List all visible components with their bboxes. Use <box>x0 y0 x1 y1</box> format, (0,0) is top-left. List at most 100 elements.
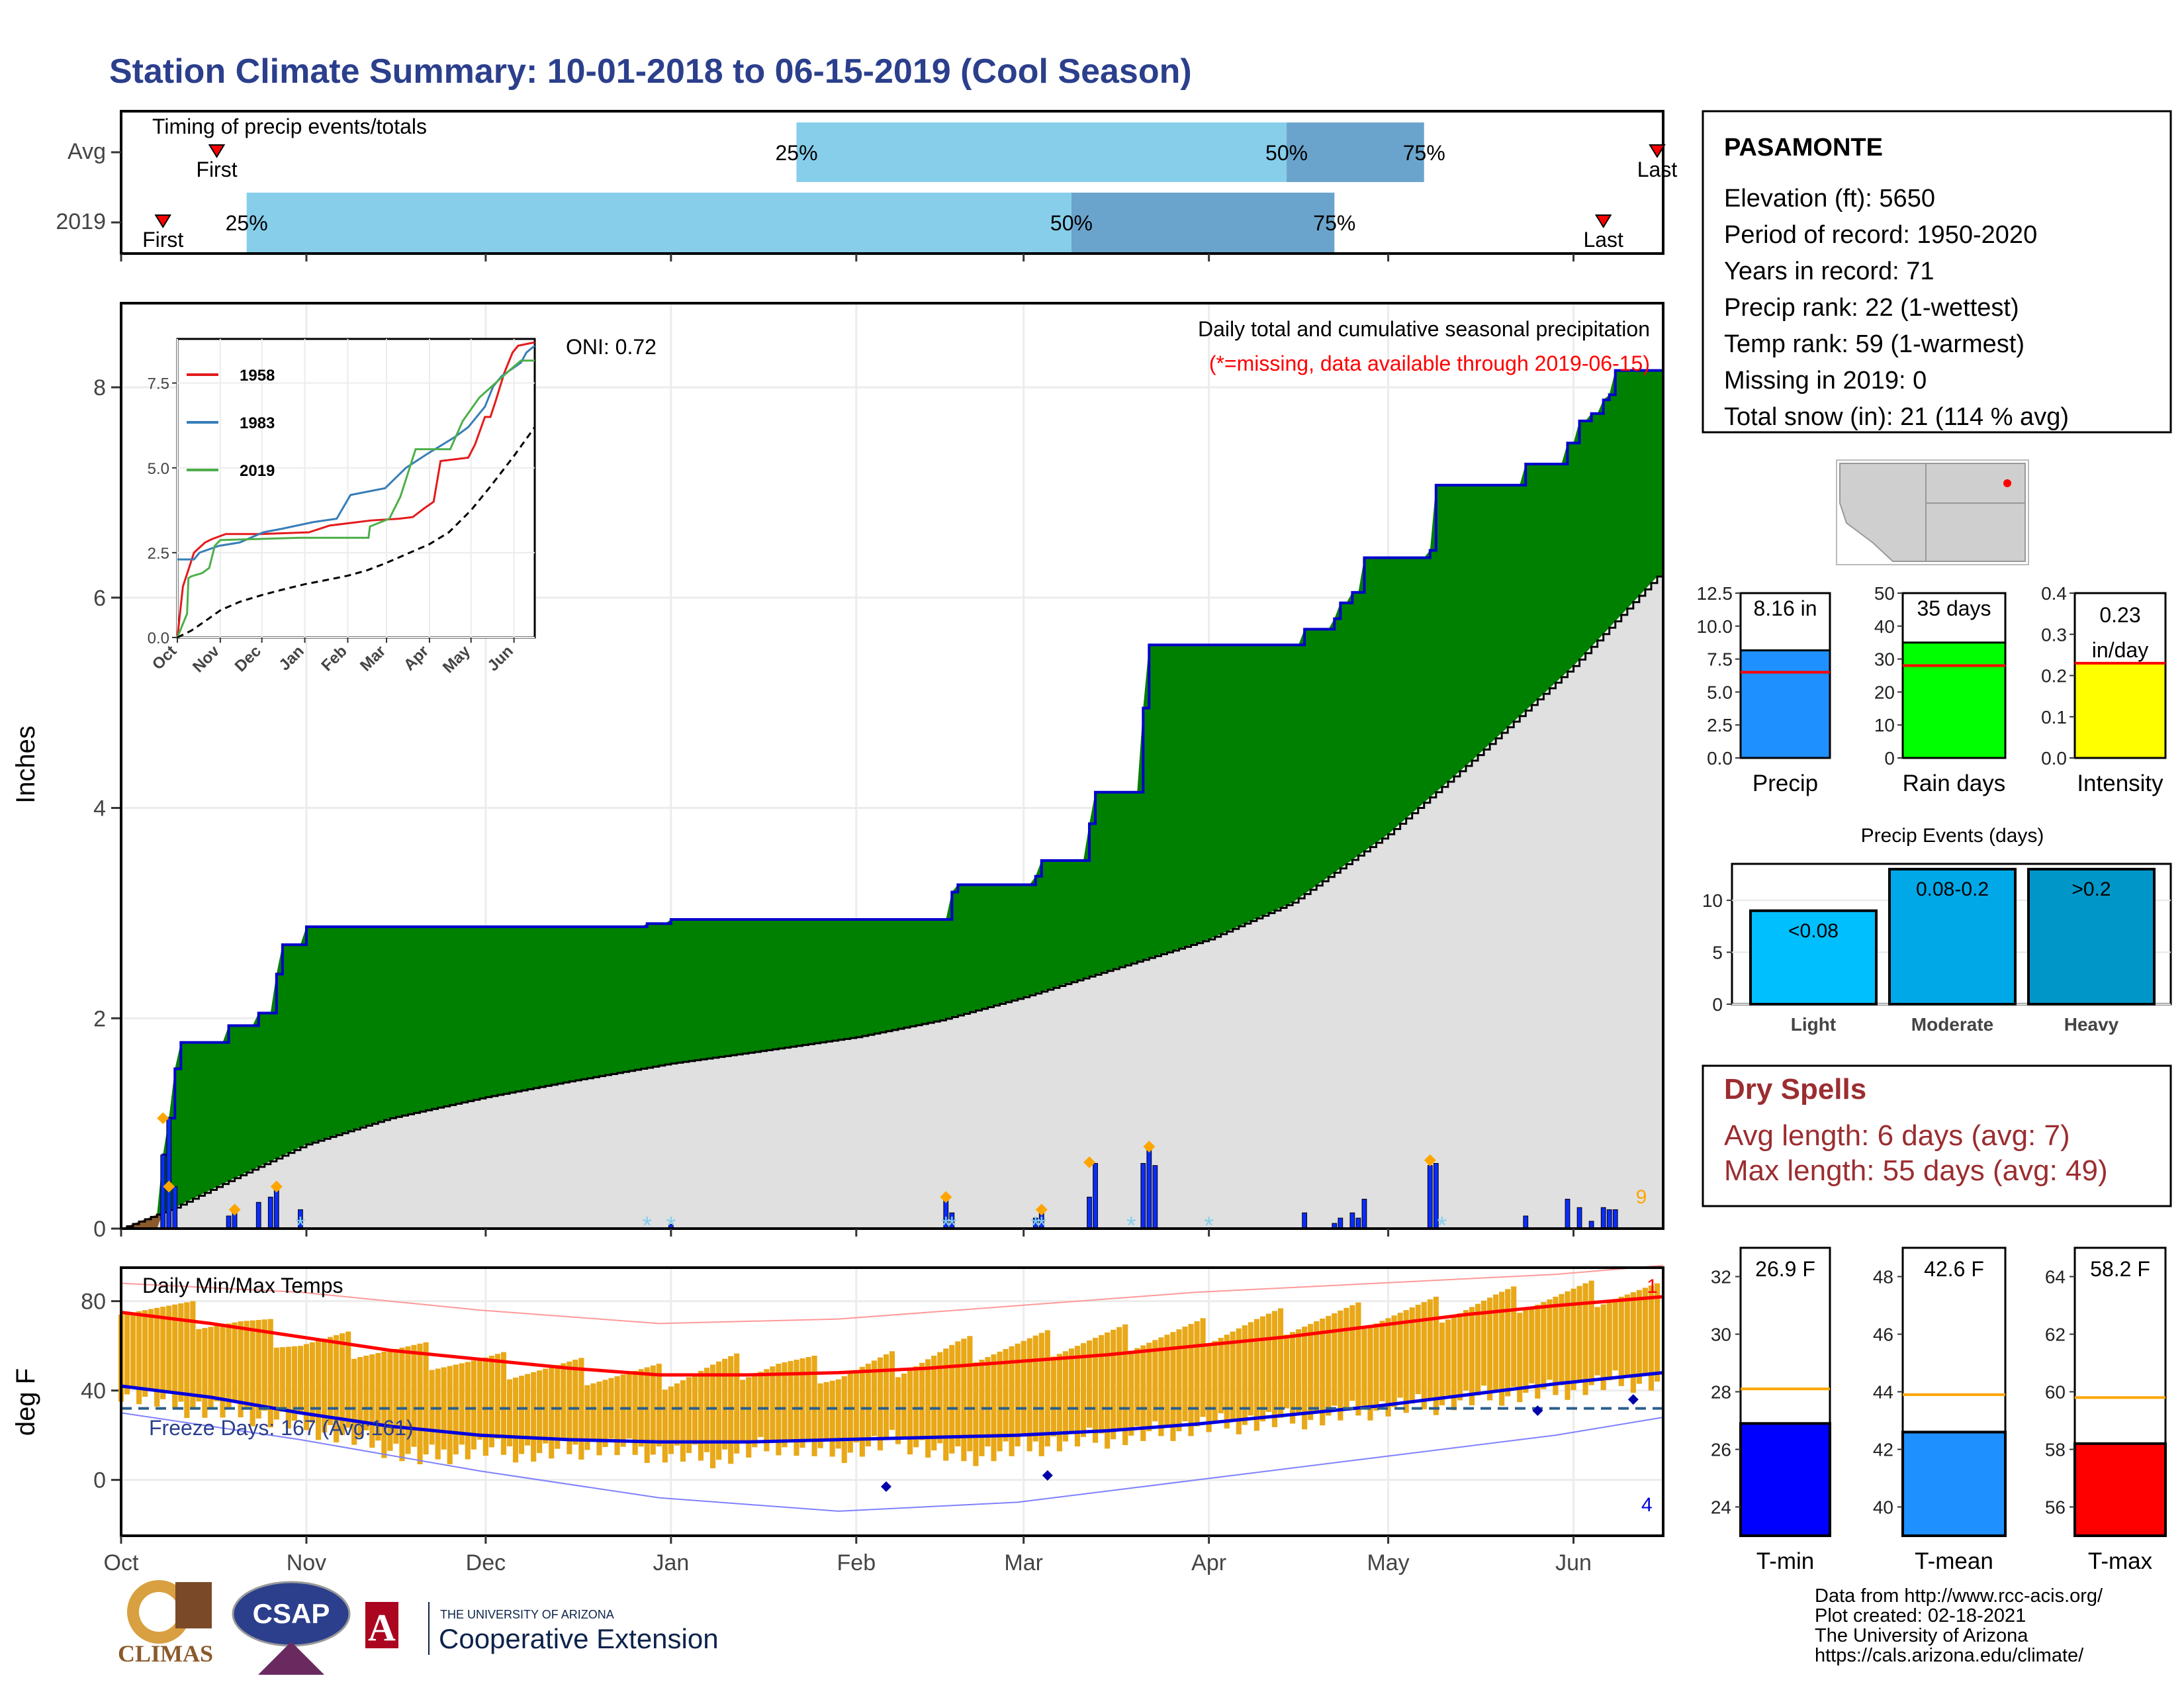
location-map <box>1836 459 2029 565</box>
daily-temp-range-bar <box>345 1331 351 1428</box>
heavy-event-marker <box>940 1191 952 1203</box>
daily-temp-range-bar <box>1062 1351 1068 1442</box>
daily-temp-range-bar <box>829 1380 835 1457</box>
precip-y-axis-label: Inches <box>11 726 40 804</box>
t-mean-category-label: T-mean <box>1915 1548 1993 1574</box>
daily-temp-range-bar <box>1044 1330 1050 1446</box>
snow-marker: * <box>666 1212 676 1240</box>
daily-temp-range-bar <box>680 1380 686 1462</box>
average-cumulative-area <box>121 577 1663 1229</box>
daily-temp-range-bar <box>369 1354 375 1448</box>
inset-series-1958 <box>176 341 535 638</box>
daily-temp-range-bar <box>291 1346 297 1421</box>
events-bar-moderate <box>1888 868 2017 1006</box>
station-location-marker <box>2003 479 2011 487</box>
daily-precip-bar <box>1606 1209 1612 1229</box>
daily-temp-range-bar <box>232 1322 238 1401</box>
daily-temp-range-bar <box>596 1382 602 1456</box>
y-tick-label: 10 <box>1874 715 1895 735</box>
daily-temp-range-bar <box>1630 1292 1636 1393</box>
station-line: Precip rank: 22 (1-wettest) <box>1724 294 2019 322</box>
y-tick-label: 7.5 <box>1707 649 1733 670</box>
daily-temp-range-bar <box>172 1304 178 1409</box>
climas-logo: CLIMAS <box>118 1580 213 1667</box>
daily-temp-range-bar <box>267 1319 273 1428</box>
daily-temp-range-bar <box>704 1368 710 1452</box>
daily-temp-range-bar <box>482 1357 488 1456</box>
daily-temp-range-bar <box>1487 1297 1493 1401</box>
snow-marker: * <box>1036 1212 1046 1240</box>
y-tick-label: 60 <box>2045 1382 2066 1403</box>
daily-temp-range-bar <box>770 1366 776 1441</box>
daily-temp-range-bar <box>626 1372 632 1439</box>
y-tick-label: 2.5 <box>1707 715 1733 735</box>
t-max-value-label: 58.2 F <box>2090 1257 2150 1281</box>
temp-record-line <box>120 1412 1664 1512</box>
daily-precip-bar <box>166 1117 172 1229</box>
station-line: Missing in 2019: 0 <box>1724 367 1927 395</box>
y-tick-label: 46 <box>1873 1325 1893 1345</box>
daily-temp-range-bar <box>782 1362 788 1448</box>
daily-temp-range-bar <box>471 1360 477 1450</box>
y-tick-label: 44 <box>1873 1382 1893 1403</box>
daily-temp-range-bar <box>1074 1346 1081 1446</box>
daily-temp-range-bar <box>261 1319 267 1411</box>
daily-temp-range-bar <box>1624 1294 1630 1378</box>
daily-temp-range-bar <box>1320 1318 1326 1426</box>
daily-temp-range-bar <box>1654 1283 1661 1382</box>
daily-temp-range-bar <box>1618 1296 1624 1386</box>
y-tick-label: 0 <box>93 1217 106 1242</box>
precip-total-category-label: Precip <box>1752 771 1818 796</box>
month-axis: Oct Nov Dec Jan Feb Mar Apr May Jun <box>104 254 1592 1575</box>
daily-temp-range-bar <box>734 1353 740 1454</box>
daily-temp-range-bar <box>441 1367 447 1450</box>
inset-legend-label: 2019 <box>240 462 275 480</box>
y-tick-label: 0 <box>1884 748 1895 769</box>
snow-marker: * <box>1126 1212 1136 1240</box>
events-category-label: Light <box>1791 1014 1836 1035</box>
daily-temp-range-bar <box>740 1380 746 1444</box>
daily-temp-range-bar <box>142 1310 148 1397</box>
daily-temp-range-bar <box>937 1352 943 1444</box>
daily-temp-range-bar <box>817 1383 823 1448</box>
daily-precip-bar <box>1338 1217 1343 1229</box>
y-tick-label: 4 <box>93 796 106 821</box>
daily-temp-range-bar <box>1021 1340 1026 1437</box>
y-tick-label: 0 <box>1712 994 1723 1015</box>
daily-temp-range-bar <box>1612 1299 1618 1371</box>
above-average-area <box>121 370 1663 1229</box>
timing-first-marker <box>208 144 226 158</box>
station-name: PASAMONTE <box>1724 134 1883 162</box>
daily-temp-range-bar <box>1236 1328 1242 1434</box>
y-tick-label: 0.4 <box>2041 583 2067 604</box>
daily-precip-bar <box>267 1196 273 1229</box>
daily-temp-range-bar <box>895 1377 901 1444</box>
y-tick-label: 28 <box>1711 1382 1731 1403</box>
events-bar-label: >0.2 <box>2071 878 2111 900</box>
daily-temp-range-bar <box>1373 1323 1379 1411</box>
y-tick-label: 30 <box>1711 1325 1731 1345</box>
daily-temp-range-bar <box>997 1351 1003 1452</box>
timing-last-marker <box>1594 214 1612 228</box>
rain-days-bar <box>1901 641 2007 759</box>
timing-p50-label: 50% <box>1265 141 1308 165</box>
daily-temp-range-bar <box>1140 1345 1146 1441</box>
daily-temp-range-bar <box>178 1303 184 1402</box>
timing-row-2019-label: 2019 <box>56 209 106 234</box>
temp-average-line <box>120 1295 1664 1377</box>
daily-temp-range-bar <box>620 1374 626 1447</box>
daily-temp-range-bar <box>919 1362 925 1440</box>
daily-temp-range-bar <box>1308 1324 1314 1421</box>
y-tick-label: 8 <box>93 375 106 400</box>
daily-temp-range-bar <box>166 1305 172 1392</box>
daily-temp-range-bar <box>1636 1289 1642 1384</box>
daily-temp-range-bar <box>1499 1291 1505 1406</box>
timing-title: Timing of precip events/totals <box>152 115 427 138</box>
daily-temp-range-bar <box>1056 1354 1062 1452</box>
daily-temp-range-bar <box>1469 1307 1475 1405</box>
inset-series-2019 <box>176 359 535 638</box>
daily-temp-range-bar <box>226 1323 232 1409</box>
y-tick-label: 0.1 <box>2041 707 2067 727</box>
